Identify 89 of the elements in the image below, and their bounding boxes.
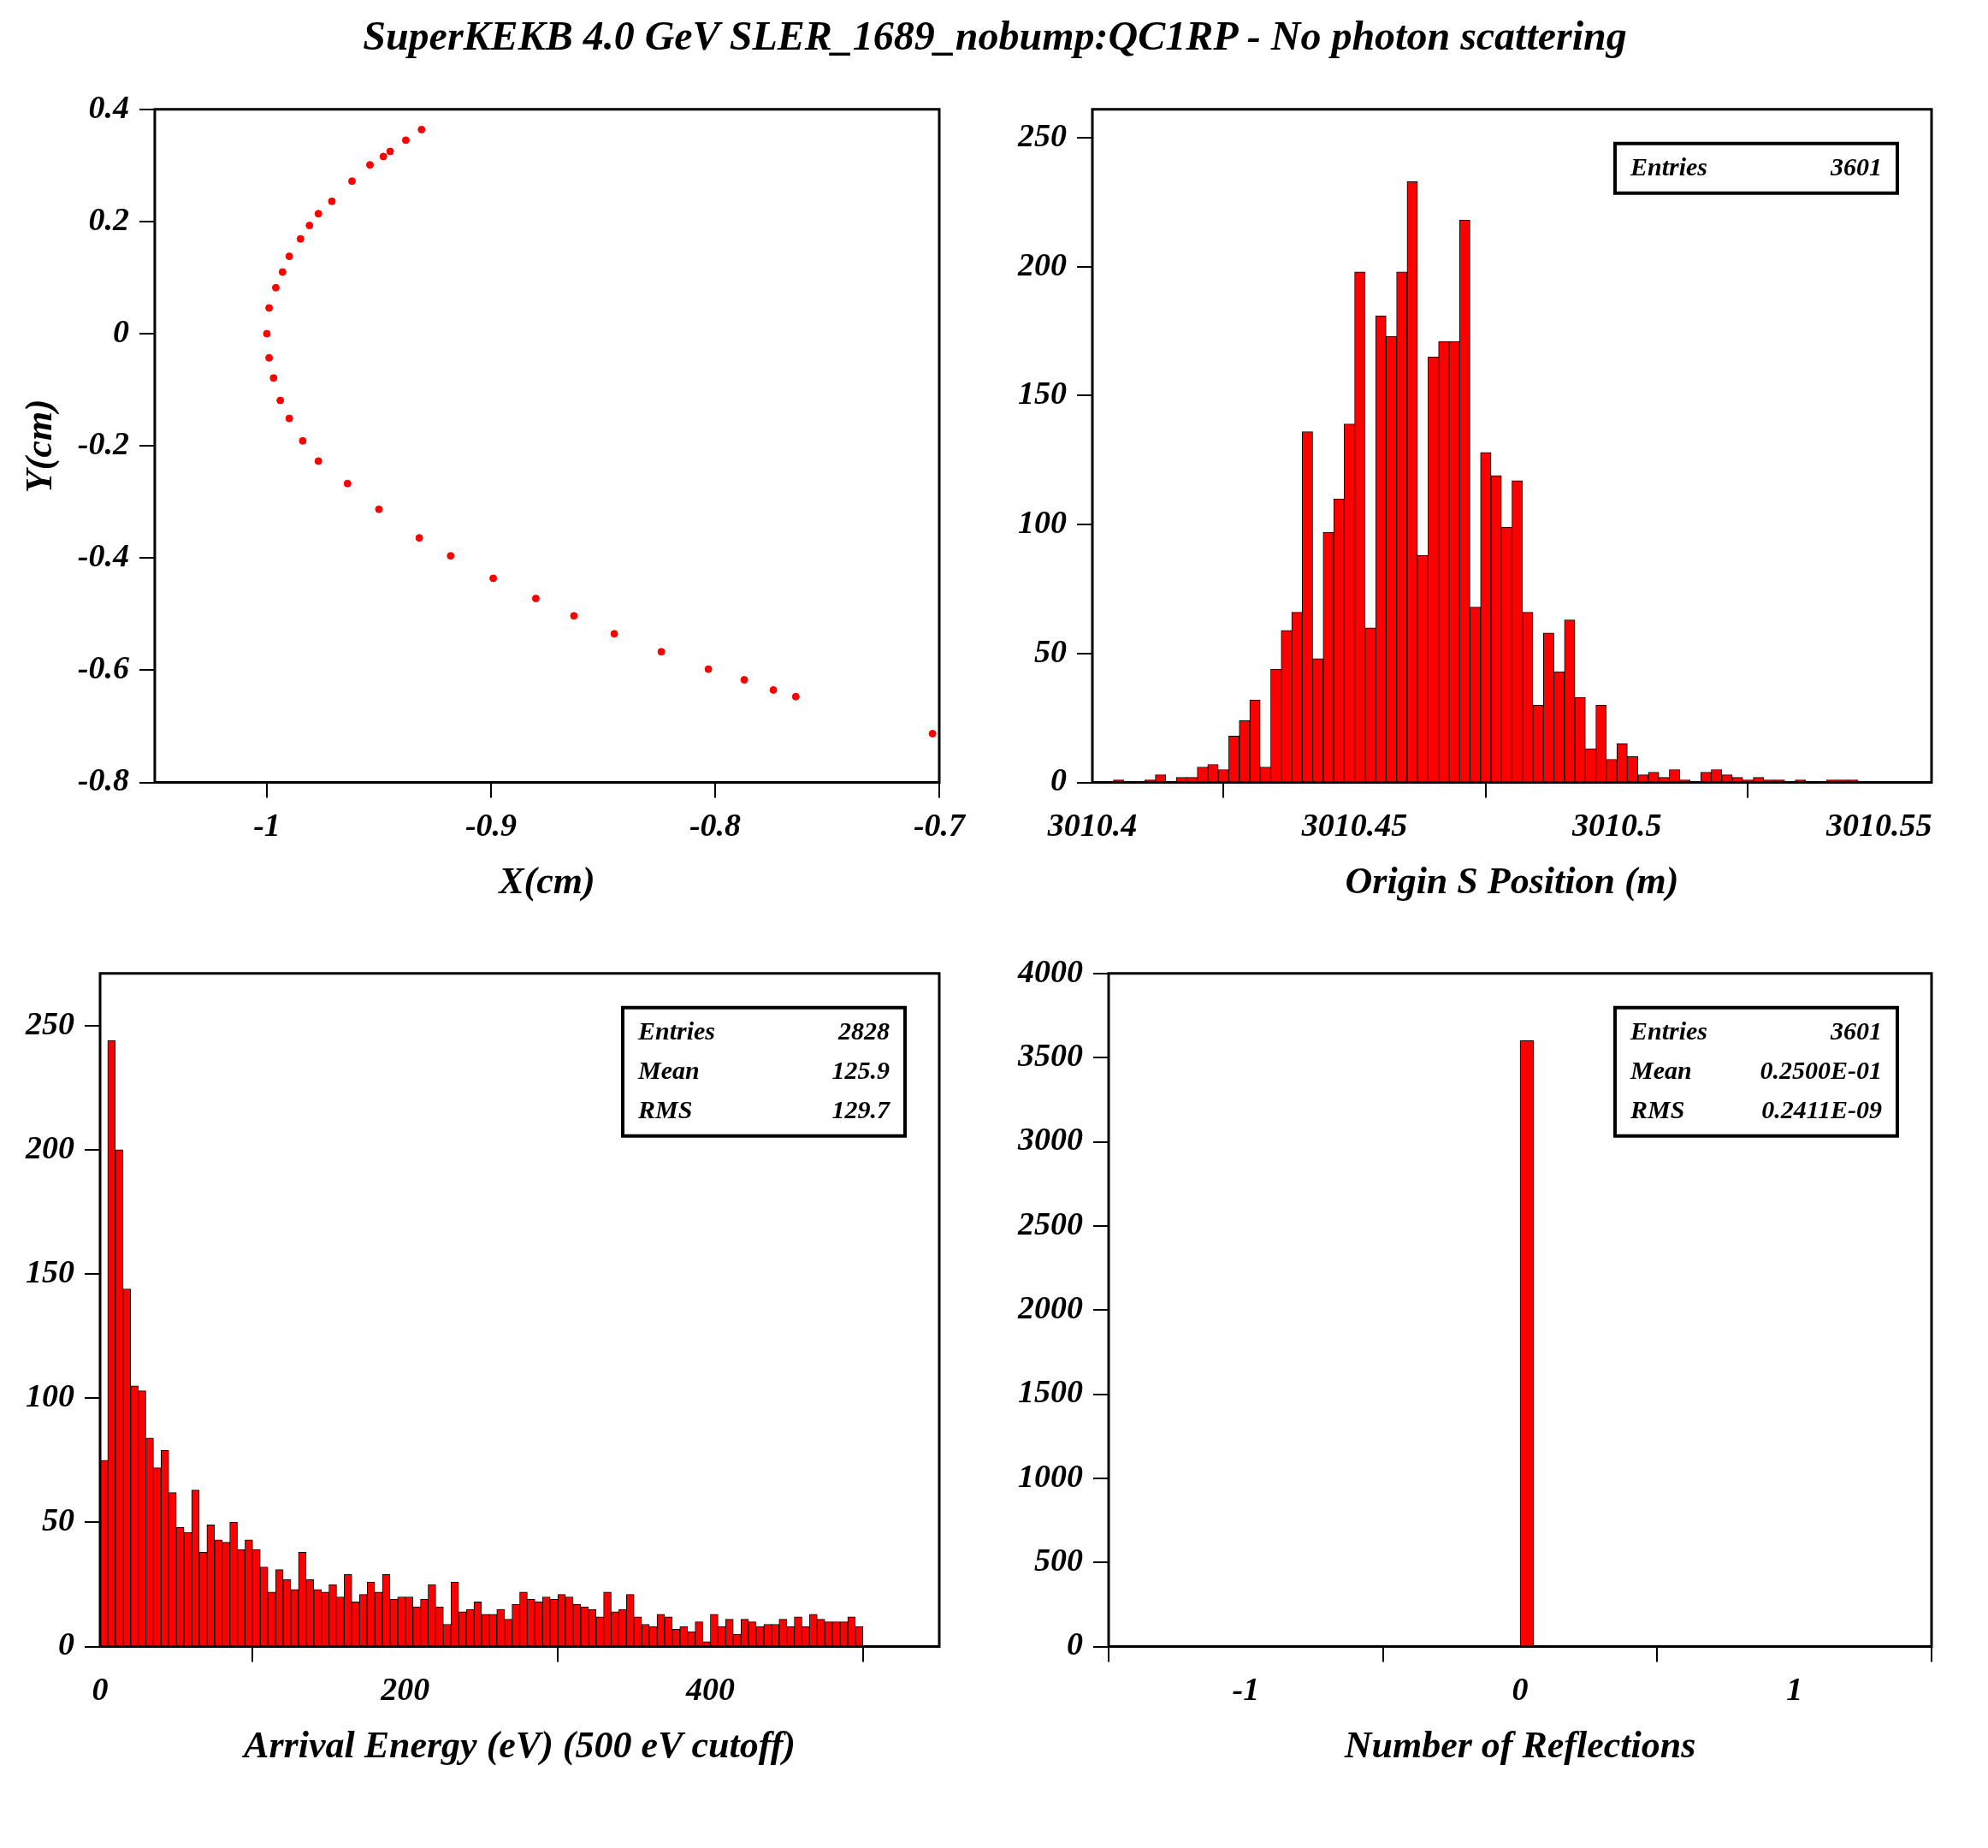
point [314, 457, 322, 465]
point [305, 222, 314, 230]
y-tick-label: 0 [112, 312, 129, 349]
y-tick-label: 150 [26, 1253, 74, 1289]
x-tick-label: 1 [1786, 1671, 1803, 1708]
x-tick-label: -1 [253, 807, 281, 844]
text: Mean 125.9 [638, 1055, 890, 1084]
x-tick-label: -0.7 [913, 807, 967, 844]
x-tick-label: 200 [380, 1671, 430, 1708]
x-tick-label: 3010.55 [1825, 807, 1932, 844]
point [365, 161, 374, 169]
text: Entries 3601 [1630, 1016, 1882, 1045]
point [343, 479, 352, 488]
y-tick-label: -0.8 [77, 761, 129, 798]
y-tick-label: 2000 [1017, 1289, 1083, 1326]
y-tick-label: 100 [26, 1377, 74, 1414]
point [610, 630, 618, 638]
x-tick-label: -0.9 [464, 807, 518, 844]
y-tick-label: 1000 [1018, 1457, 1083, 1494]
point [791, 692, 800, 701]
chart-title: SuperKEKB 4.0 GeV SLER_1689_nobump:QC1RP - No photon scattering [362, 12, 1628, 60]
point [299, 436, 307, 445]
x-tick-label: 400 [684, 1671, 735, 1708]
point [328, 197, 336, 205]
y-tick-label: 250 [1017, 116, 1067, 153]
point [769, 685, 778, 694]
x-axis-title: X(cm) [497, 859, 595, 902]
point [285, 414, 293, 423]
y-tick-label: 4000 [1017, 952, 1083, 989]
y-tick-label: 3000 [1017, 1121, 1083, 1158]
y-tick-label: 0 [1050, 761, 1067, 798]
x-axis-title: Arrival Energy (eV) (500 eV cutoff) [241, 1723, 796, 1766]
point [531, 595, 540, 603]
y-tick-label: 50 [42, 1502, 74, 1538]
y-tick-label: -0.2 [77, 425, 129, 462]
y-tick-label: 200 [25, 1128, 74, 1165]
x-tick-label: 3010.45 [1300, 807, 1408, 844]
point [265, 353, 274, 362]
point [285, 252, 293, 261]
y-tick-label: 100 [1018, 503, 1067, 540]
point [570, 612, 578, 620]
y-axis-title: Y(cm) [17, 399, 60, 494]
point [269, 374, 278, 382]
y-tick-label: 50 [1034, 632, 1067, 669]
point [379, 152, 388, 161]
y-tick-label: 150 [1018, 375, 1067, 412]
point [265, 304, 274, 312]
point [276, 396, 285, 405]
point [704, 665, 713, 673]
y-tick-label: 0 [58, 1626, 74, 1662]
y-tick-label: 0.4 [88, 88, 129, 125]
x-tick-label: -1 [1232, 1671, 1260, 1708]
y-tick-label: 500 [1034, 1542, 1083, 1578]
x-tick-label: -0.8 [689, 807, 742, 844]
point [657, 648, 666, 656]
point [278, 268, 287, 276]
point [375, 505, 383, 513]
y-tick-label: 2500 [1017, 1205, 1083, 1241]
y-tick-label: 1500 [1018, 1373, 1083, 1410]
y-tick-label: -0.4 [77, 537, 129, 574]
y-tick-label: 3500 [1017, 1036, 1083, 1073]
point [263, 329, 271, 338]
point [447, 552, 455, 560]
point [348, 177, 357, 186]
text: Mean 0.2500E-01 [1630, 1055, 1882, 1084]
text: RMS 129.7 [638, 1094, 890, 1123]
x-tick-label: 3010.5 [1571, 807, 1662, 844]
y-tick-label: 200 [1017, 246, 1067, 282]
text: Entries 3601 [1630, 151, 1882, 181]
point [417, 125, 426, 133]
point [296, 234, 305, 243]
point [928, 730, 937, 738]
point [489, 574, 498, 583]
x-axis-title: Origin S Position (m) [1345, 859, 1679, 902]
y-tick-label: 0.2 [88, 200, 129, 237]
x-tick-label: 3010.4 [1046, 807, 1138, 844]
y-tick-label: 250 [25, 1004, 74, 1041]
point [271, 283, 280, 292]
point [386, 147, 394, 156]
point [314, 210, 322, 218]
text: RMS 0.2411E-09 [1630, 1094, 1882, 1123]
point [401, 136, 410, 145]
x-axis-title: Number of Reflections [1343, 1723, 1696, 1766]
point [415, 534, 423, 542]
y-tick-label: -0.6 [77, 649, 129, 686]
text: Entries 2828 [638, 1016, 890, 1045]
x-tick-label: 0 [1512, 1671, 1529, 1708]
y-tick-label: 0 [1067, 1626, 1083, 1662]
point [740, 676, 748, 684]
